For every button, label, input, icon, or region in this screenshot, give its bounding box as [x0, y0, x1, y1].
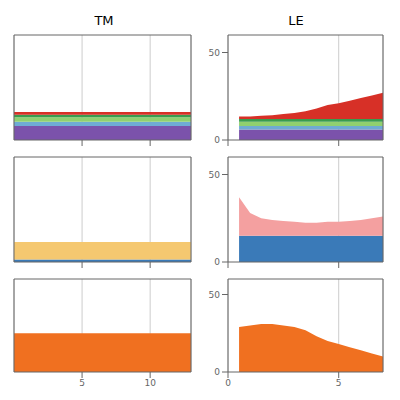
- svg-text:0: 0: [214, 135, 220, 145]
- svg-text:50: 50: [209, 290, 221, 300]
- svg-text:0: 0: [225, 378, 231, 388]
- html-text:TM: TM: [94, 13, 114, 28]
- svg-text:0: 0: [214, 367, 220, 377]
- svg-text:5: 5: [79, 378, 85, 388]
- html-text:LE: LE: [288, 13, 304, 28]
- svg-text:10: 10: [144, 378, 156, 388]
- svg-text:50: 50: [209, 48, 221, 58]
- svg-text:0: 0: [214, 257, 220, 267]
- svg-text:5: 5: [336, 378, 342, 388]
- svg-text:50: 50: [209, 170, 221, 180]
